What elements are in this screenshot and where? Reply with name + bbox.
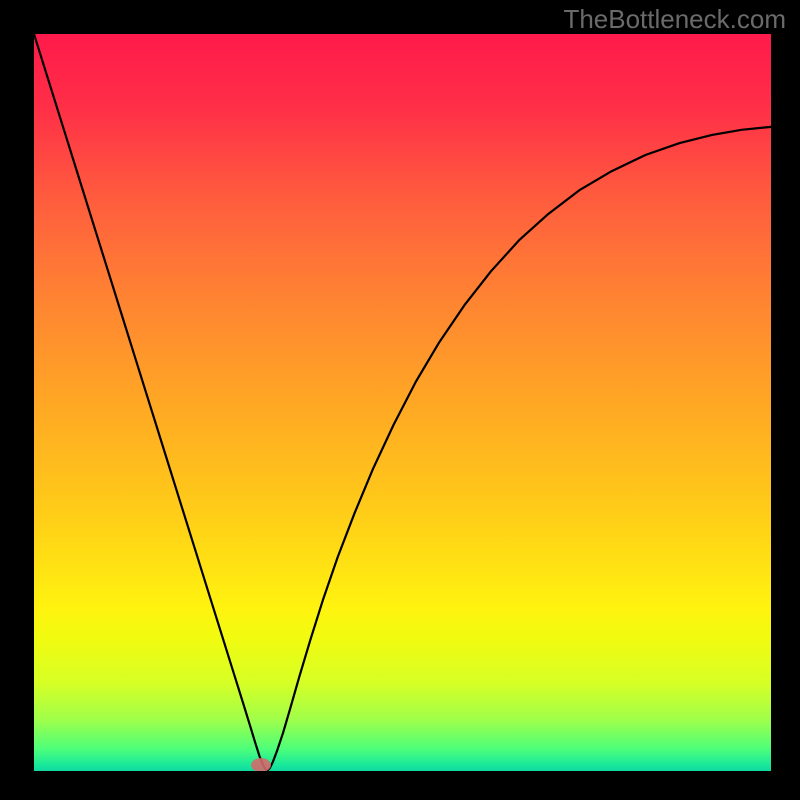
watermark-label: TheBottleneck.com xyxy=(563,4,786,35)
chart-svg xyxy=(34,34,771,771)
chart-background xyxy=(34,34,771,771)
bottleneck-chart xyxy=(34,34,771,771)
